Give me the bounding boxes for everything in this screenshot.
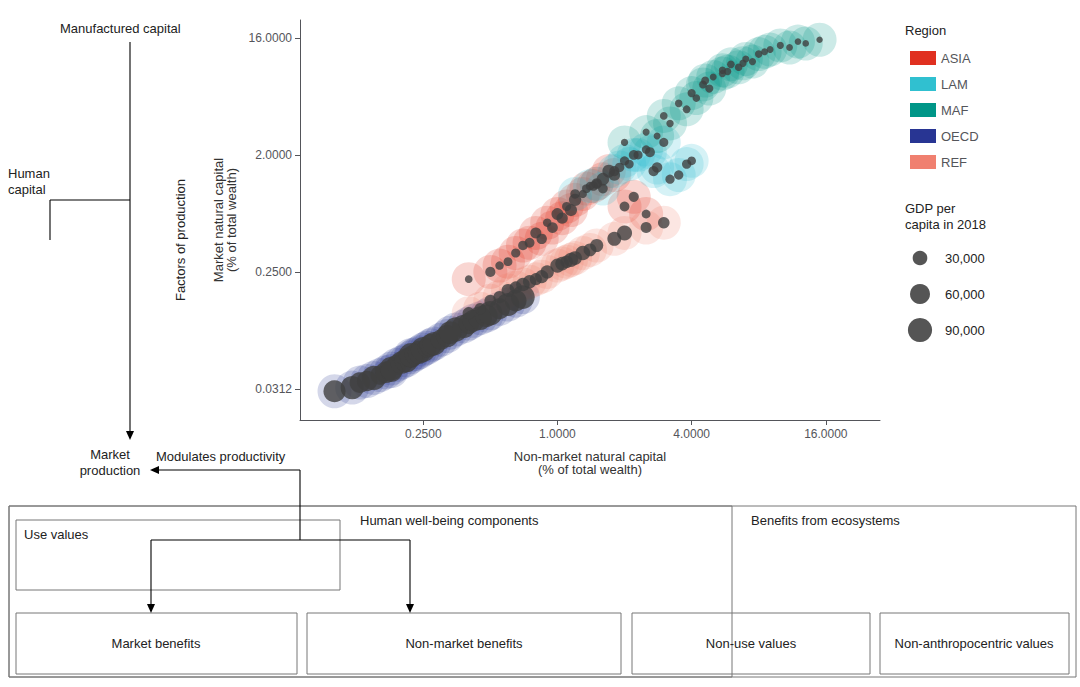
svg-text:4.0000: 4.0000 <box>673 427 710 441</box>
svg-text:(% of total wealth): (% of total wealth) <box>538 462 642 477</box>
svg-text:Human well-being components: Human well-being components <box>360 513 539 528</box>
svg-text:Region: Region <box>905 23 946 38</box>
svg-text:Use values: Use values <box>24 527 89 542</box>
svg-text:production: production <box>80 463 141 478</box>
svg-text:Modulates productivity: Modulates productivity <box>156 449 286 464</box>
svg-text:capita in 2018: capita in 2018 <box>905 217 986 232</box>
svg-text:Non-market natural capital: Non-market natural capital <box>513 449 667 464</box>
svg-text:2.0000: 2.0000 <box>255 148 292 162</box>
svg-text:Human: Human <box>8 166 50 181</box>
svg-text:90,000: 90,000 <box>945 323 985 338</box>
svg-text:16.0000: 16.0000 <box>804 427 848 441</box>
svg-text:GDP per: GDP per <box>905 201 956 216</box>
svg-text:ASIA: ASIA <box>941 51 971 66</box>
svg-text:0.2500: 0.2500 <box>255 265 292 279</box>
svg-text:Factors of production: Factors of production <box>173 179 188 301</box>
svg-text:(% of total wealth): (% of total wealth) <box>224 168 239 272</box>
svg-text:Market benefits: Market benefits <box>112 636 201 651</box>
svg-text:Market: Market <box>90 447 130 462</box>
svg-text:Non-anthropocentric values: Non-anthropocentric values <box>895 636 1054 651</box>
svg-text:16.0000: 16.0000 <box>249 31 293 45</box>
svg-text:MAF: MAF <box>941 103 969 118</box>
svg-text:LAM: LAM <box>941 77 968 92</box>
svg-text:Benefits from ecosystems: Benefits from ecosystems <box>751 513 900 528</box>
svg-text:OECD: OECD <box>941 129 979 144</box>
svg-text:Market natural capital: Market natural capital <box>210 157 226 283</box>
svg-text:0.0312: 0.0312 <box>255 382 292 396</box>
svg-text:1.0000: 1.0000 <box>539 427 576 441</box>
svg-text:Non-use values: Non-use values <box>706 636 797 651</box>
svg-text:30,000: 30,000 <box>945 251 985 266</box>
svg-text:Manufactured capital: Manufactured capital <box>60 21 181 36</box>
svg-text:capital: capital <box>8 182 46 197</box>
svg-text:REF: REF <box>941 155 967 170</box>
svg-text:Non-market benefits: Non-market benefits <box>405 636 523 651</box>
svg-text:0.2500: 0.2500 <box>405 427 442 441</box>
svg-text:60,000: 60,000 <box>945 287 985 302</box>
